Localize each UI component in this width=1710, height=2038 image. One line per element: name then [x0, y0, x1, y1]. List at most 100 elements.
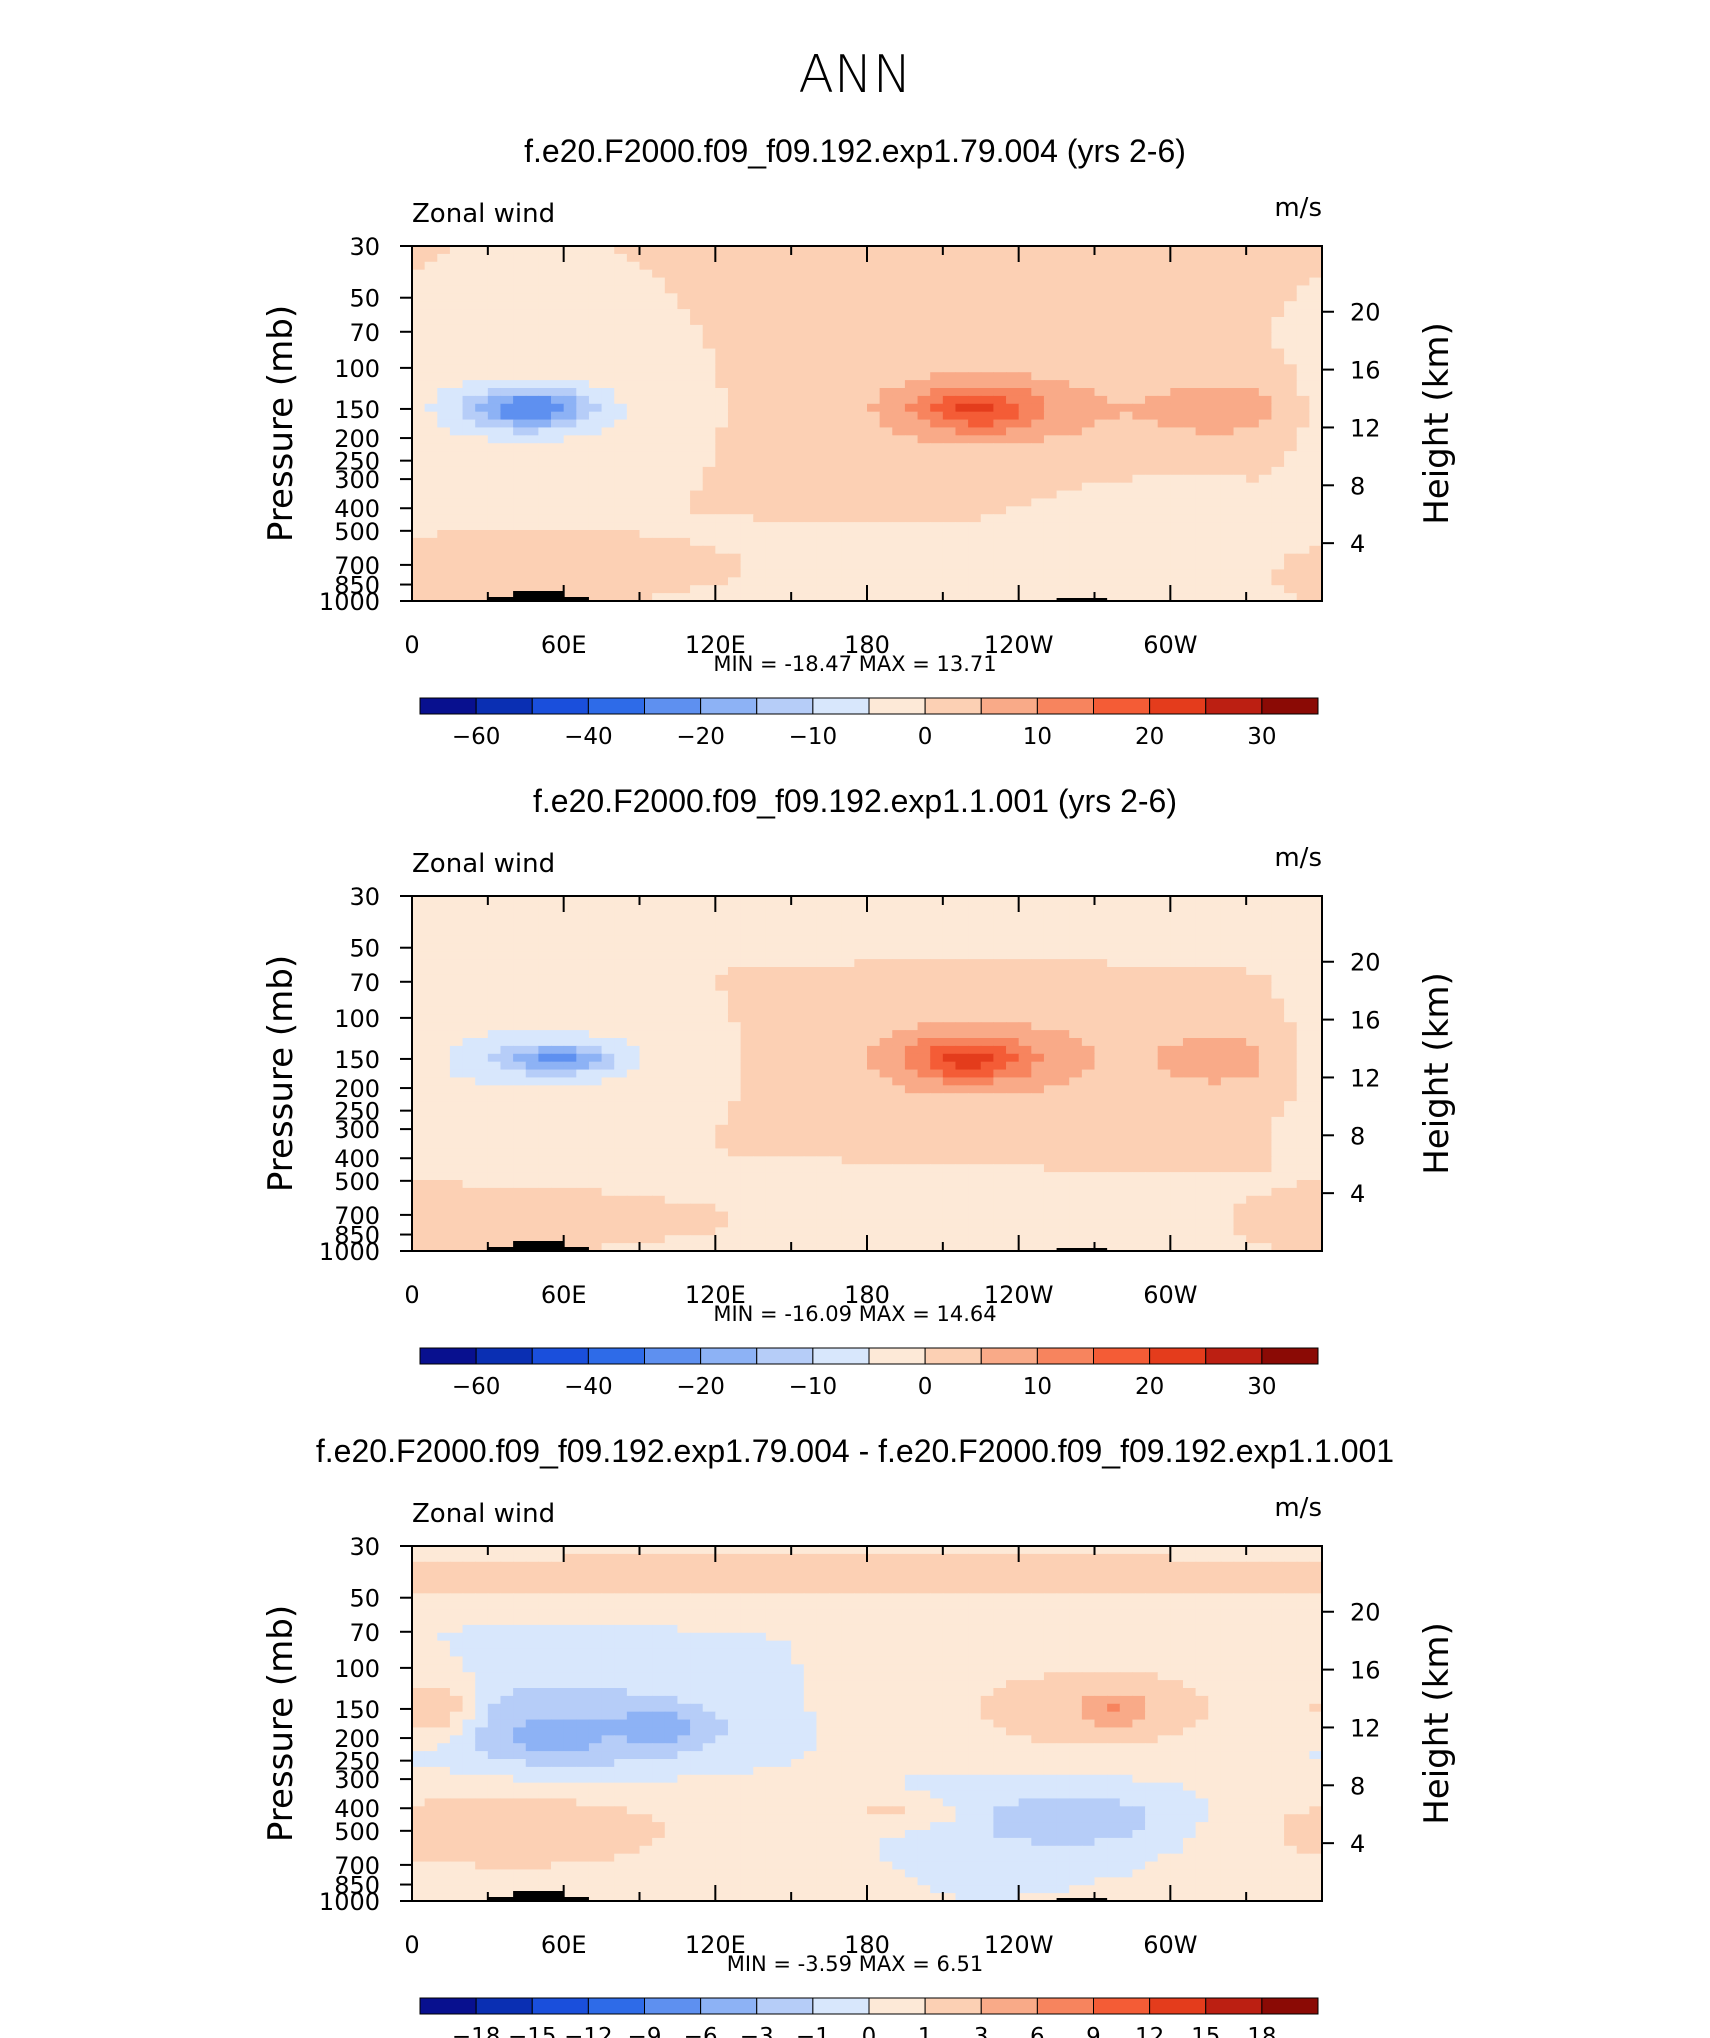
field-cell: [487, 974, 502, 984]
field-cell: [1094, 514, 1108, 523]
field-cell: [1170, 585, 1184, 594]
field-cell: [980, 474, 994, 484]
field-cell: [664, 927, 679, 937]
field-cell: [955, 372, 969, 381]
field-cell: [904, 569, 919, 578]
field-cell: [702, 927, 716, 937]
field-cell: [664, 317, 679, 326]
field-cell: [1208, 301, 1222, 310]
field-cell: [1056, 561, 1070, 571]
field-cell: [677, 474, 691, 484]
field-cell: [727, 372, 742, 381]
field-cell: [993, 1038, 1007, 1047]
field-cell: [1081, 1022, 1096, 1031]
field-cell: [614, 943, 628, 952]
units-label: m/s: [1274, 843, 1322, 873]
field-cell: [437, 443, 451, 452]
field-cell: [955, 990, 969, 1000]
field-cell: [525, 522, 539, 531]
field-cell: [563, 443, 577, 452]
field-cell: [1271, 301, 1285, 310]
field-cell: [968, 911, 982, 921]
field-cell: [551, 967, 565, 976]
field-cell: [664, 935, 679, 944]
field-cell: [513, 1045, 527, 1055]
field-cell: [1006, 498, 1020, 507]
field-cell: [1208, 459, 1222, 468]
field-cell: [500, 990, 514, 1000]
field-cell: [1296, 943, 1310, 952]
field-cell: [1233, 498, 1247, 507]
field-cell: [576, 951, 590, 960]
field-cell: [942, 482, 957, 492]
field-cell: [702, 1030, 716, 1039]
field-cell: [702, 1006, 716, 1015]
field-cell: [652, 451, 666, 460]
field-cell: [930, 490, 944, 500]
field-cell: [1182, 293, 1197, 302]
field-cell: [412, 466, 426, 476]
field-cell: [639, 427, 653, 436]
field-cell: [462, 998, 476, 1008]
field-cell: [1145, 317, 1159, 326]
field-cell: [601, 340, 615, 350]
field-cell: [1170, 935, 1184, 944]
field-cell: [1233, 253, 1247, 263]
field-cell: [424, 514, 438, 523]
field-cell: [791, 1069, 805, 1079]
field-cell: [601, 403, 615, 413]
field-cell: [892, 269, 906, 279]
field-cell: [525, 293, 539, 302]
field-cell: [1132, 935, 1146, 944]
field-cell: [968, 1030, 982, 1039]
field-cell: [639, 911, 653, 921]
field-cell: [1170, 301, 1184, 310]
field-cell: [614, 261, 628, 271]
field-cell: [449, 982, 464, 992]
field-cell: [576, 1061, 590, 1071]
field-cell: [765, 277, 780, 287]
field-cell: [538, 246, 552, 255]
field-cell: [816, 269, 830, 279]
field-cell: [1258, 317, 1273, 326]
field-cell: [652, 332, 666, 342]
field-cell: [980, 1030, 994, 1039]
field-cell: [1031, 498, 1045, 507]
field-cell: [715, 301, 729, 310]
field-cell: [1145, 1030, 1159, 1039]
field-cell: [803, 1061, 818, 1071]
field-cell: [1006, 490, 1020, 500]
field-cell: [1208, 959, 1222, 968]
field-cell: [942, 380, 957, 389]
field-cell: [449, 561, 464, 571]
field-cell: [437, 253, 451, 263]
field-cell: [601, 293, 615, 302]
field-cell: [677, 569, 691, 578]
field-cell: [955, 1030, 969, 1039]
field-cell: [1119, 927, 1134, 937]
field-cell: [1271, 411, 1285, 421]
field-cell: [639, 301, 653, 310]
field-cell: [437, 340, 451, 350]
field-cell: [1233, 301, 1247, 310]
field-cell: [1132, 990, 1146, 1000]
field-cell: [702, 246, 716, 255]
field-cell: [1233, 356, 1247, 365]
field-cell: [993, 585, 1007, 594]
field-cell: [942, 990, 957, 1000]
field-cell: [942, 1053, 957, 1063]
field-cell: [487, 943, 502, 952]
field-cell: [601, 561, 615, 571]
field-cell: [1119, 593, 1134, 602]
colorbar-swatch: [1036, 697, 1094, 715]
field-cell: [778, 1038, 792, 1047]
field-cell: [1157, 522, 1171, 531]
field-cell: [942, 553, 957, 563]
field-cell: [1006, 482, 1020, 492]
field-cell: [538, 585, 552, 594]
field-cell: [930, 261, 944, 271]
field-cell: [1081, 1038, 1096, 1047]
field-cell: [424, 474, 438, 484]
field-cell: [993, 269, 1007, 279]
field-cell: [765, 348, 780, 358]
